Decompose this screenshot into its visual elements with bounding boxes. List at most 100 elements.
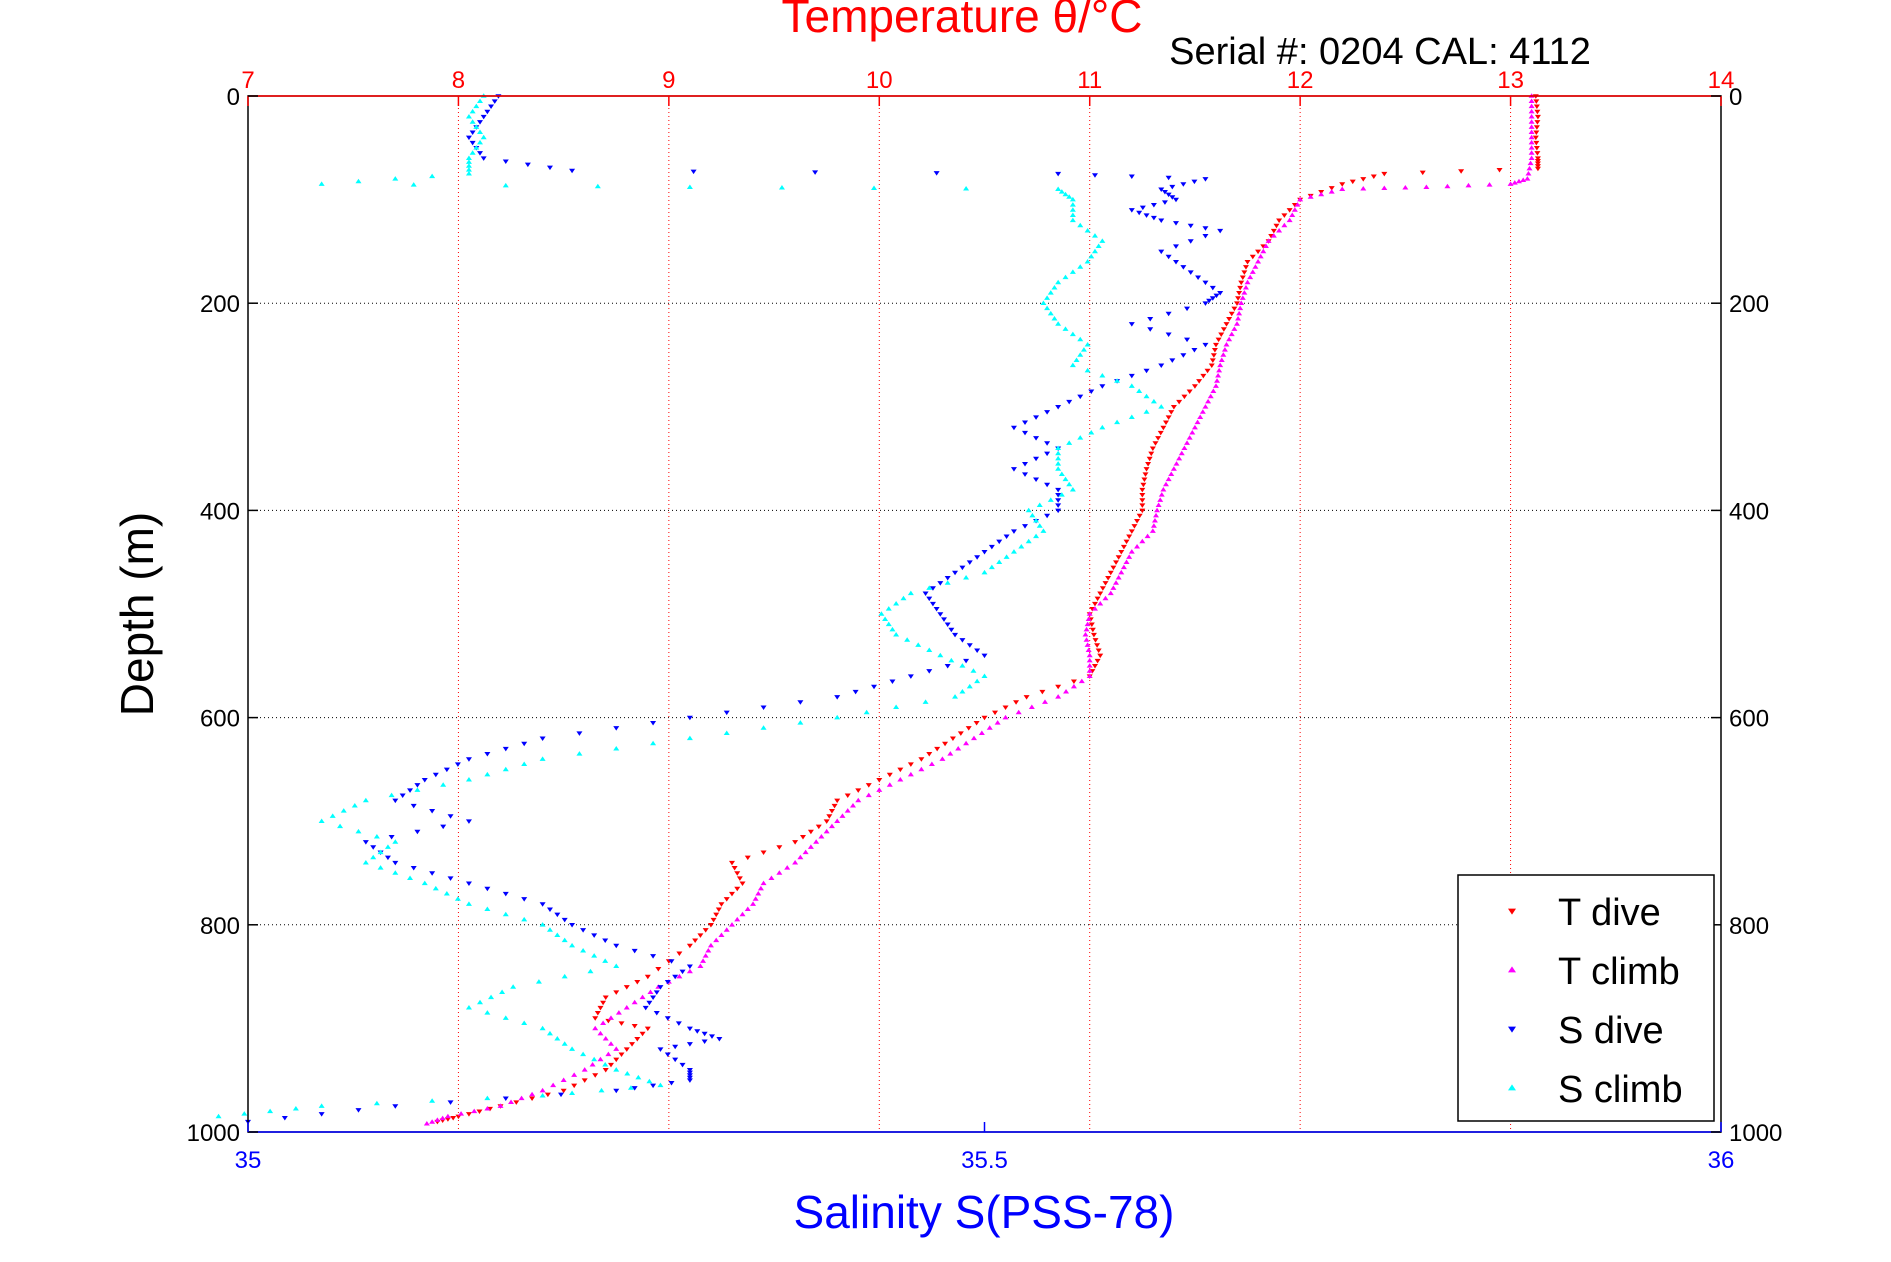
- data-point: [1180, 182, 1187, 187]
- data-point: [473, 103, 480, 109]
- data-point: [802, 849, 809, 855]
- data-point: [1458, 169, 1465, 174]
- left-tick-label: 200: [200, 291, 240, 318]
- data-point: [1033, 477, 1040, 483]
- data-point: [668, 959, 675, 964]
- data-point: [1083, 637, 1090, 642]
- data-point: [929, 601, 936, 607]
- data-point: [1244, 279, 1251, 285]
- data-point: [1066, 399, 1073, 405]
- data-point: [1291, 207, 1298, 212]
- data-point: [476, 1109, 483, 1114]
- data-point: [554, 1036, 561, 1041]
- data-point: [1082, 632, 1089, 637]
- data-point: [1084, 227, 1091, 233]
- data-point: [1002, 714, 1009, 720]
- data-point: [1114, 419, 1121, 425]
- data-point: [1217, 362, 1224, 368]
- right-tick-label: 400: [1729, 498, 1769, 525]
- data-point: [1214, 378, 1221, 383]
- data-point: [1184, 440, 1191, 445]
- data-point: [384, 855, 391, 861]
- data-point: [1120, 564, 1127, 570]
- data-point: [1094, 643, 1101, 648]
- data-point: [963, 575, 970, 580]
- data-point: [812, 170, 819, 175]
- data-point: [580, 928, 587, 933]
- data-point: [524, 162, 531, 168]
- data-point: [952, 570, 959, 576]
- data-point: [561, 973, 568, 979]
- data-point: [813, 839, 820, 844]
- data-point: [623, 1004, 630, 1010]
- data-point: [521, 916, 528, 922]
- data-point: [728, 891, 735, 897]
- data-point: [744, 855, 751, 861]
- data-point: [1158, 187, 1165, 192]
- data-point: [469, 150, 476, 155]
- data-point: [692, 938, 699, 944]
- data-point: [1141, 477, 1148, 483]
- data-point: [760, 880, 767, 886]
- data-point: [865, 792, 872, 798]
- data-point: [1218, 357, 1225, 362]
- data-point: [502, 182, 509, 188]
- data-point: [539, 736, 546, 742]
- data-point: [1010, 467, 1017, 472]
- data-point: [1086, 663, 1093, 668]
- data-point: [834, 798, 841, 804]
- data-point: [1381, 185, 1388, 191]
- data-point: [465, 901, 472, 906]
- data-point: [1534, 109, 1541, 115]
- chart-title: Temperature θ/°C: [782, 0, 1143, 42]
- data-point: [1086, 611, 1093, 616]
- data-point: [631, 1024, 638, 1029]
- data-point: [672, 974, 679, 980]
- data-point: [863, 709, 870, 715]
- data-point: [800, 834, 807, 840]
- data-point: [849, 802, 856, 808]
- data-point: [1136, 513, 1143, 519]
- data-point: [1084, 642, 1091, 647]
- top-tick-label: 8: [452, 67, 465, 94]
- data-point: [1044, 441, 1051, 446]
- data-point: [1010, 549, 1017, 554]
- data-point: [815, 824, 822, 830]
- data-point: [605, 1018, 612, 1024]
- data-point: [974, 678, 981, 684]
- data-point: [1134, 543, 1141, 549]
- data-point: [1028, 704, 1035, 710]
- data-point: [627, 1085, 634, 1090]
- data-point: [480, 156, 487, 161]
- data-point: [639, 1031, 646, 1037]
- data-point: [539, 1093, 546, 1098]
- data-point: [907, 762, 914, 767]
- data-point: [1187, 239, 1194, 244]
- data-point: [484, 752, 491, 757]
- data-point: [1237, 305, 1244, 311]
- data-point: [1202, 226, 1209, 231]
- data-point: [615, 1010, 622, 1015]
- data-point: [1419, 170, 1426, 176]
- data-point: [1169, 195, 1176, 200]
- data-point: [1210, 388, 1217, 394]
- data-point: [952, 632, 959, 638]
- data-point: [613, 1067, 620, 1072]
- data-point: [392, 839, 399, 844]
- data-point: [1062, 191, 1069, 197]
- legend-label-s-dive: S dive: [1558, 1010, 1664, 1052]
- data-point: [429, 1119, 436, 1124]
- data-point: [668, 1080, 675, 1086]
- data-point: [1339, 186, 1346, 192]
- data-point: [876, 787, 883, 792]
- data-point: [1066, 481, 1073, 487]
- data-point: [581, 1067, 588, 1072]
- data-point: [602, 1061, 609, 1067]
- data-point: [1515, 178, 1522, 184]
- data-point: [281, 1115, 288, 1121]
- right-tick-label: 800: [1729, 913, 1769, 940]
- data-point: [1018, 543, 1025, 549]
- data-point: [1242, 265, 1249, 270]
- data-point: [1084, 259, 1091, 264]
